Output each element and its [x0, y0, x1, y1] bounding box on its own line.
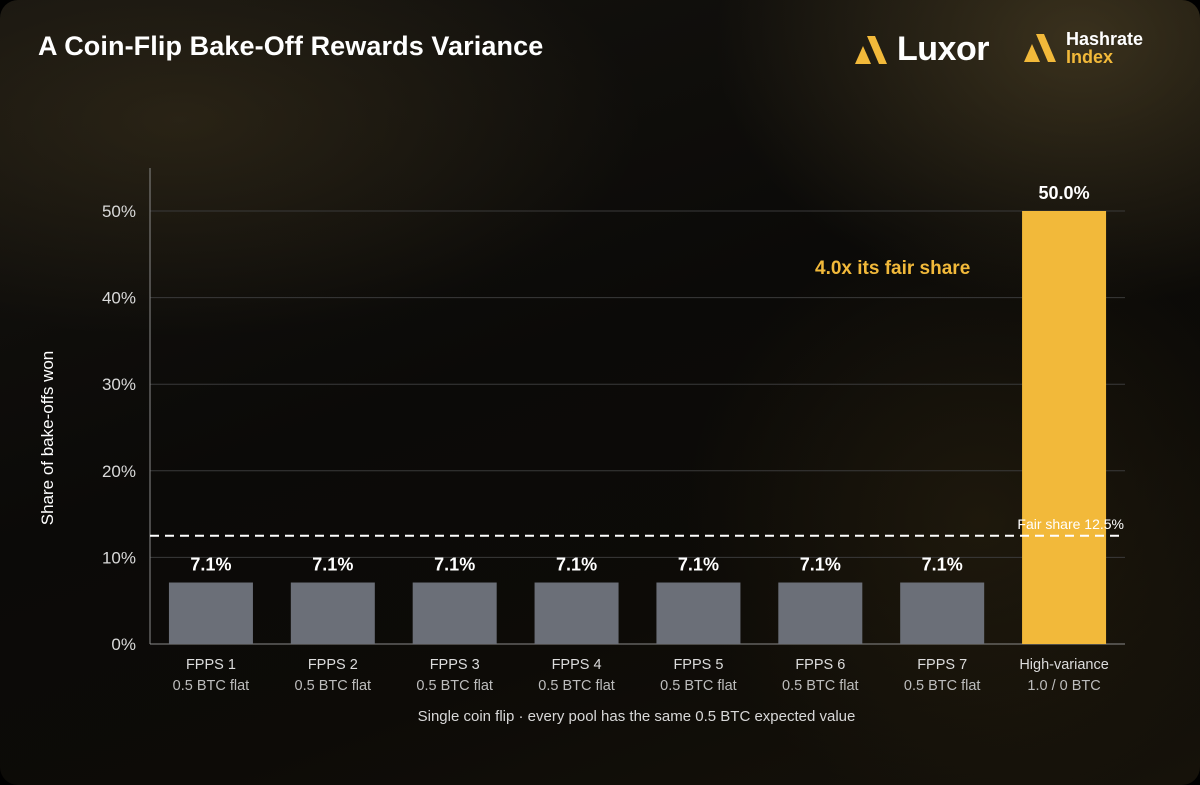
bar-value-label: 7.1%: [312, 555, 353, 575]
y-tick-label: 30%: [102, 375, 136, 394]
bar: [534, 582, 619, 644]
bar: [290, 582, 375, 644]
x-tick-label: FPPS 6: [795, 657, 845, 673]
bar: [412, 582, 497, 644]
hashrate-index-mark-icon: [1024, 34, 1056, 62]
chart-title: A Coin-Flip Bake-Off Rewards Variance: [38, 31, 544, 61]
hashrate-index-line1: Hashrate: [1066, 29, 1144, 49]
x-tick-sublabel: 0.5 BTC flat: [416, 678, 493, 694]
y-tick-label: 50%: [102, 202, 136, 221]
x-tick-label: FPPS 2: [308, 657, 358, 673]
x-tick-label: FPPS 4: [552, 657, 602, 673]
luxor-mark-icon: [855, 35, 887, 64]
hashrate-index-wordmark: Hashrate Index: [1066, 30, 1143, 66]
bar-value-label: 7.1%: [800, 555, 841, 575]
x-tick-label: FPPS 3: [430, 657, 480, 673]
bar: [656, 582, 741, 644]
bar-value-label: 7.1%: [556, 555, 597, 575]
x-tick-sublabel: 0.5 BTC flat: [904, 678, 981, 694]
y-tick-label: 10%: [102, 548, 136, 567]
bar-value-label: 7.1%: [434, 555, 475, 575]
x-tick-label: FPPS 7: [917, 657, 967, 673]
bar-value-label: 7.1%: [190, 555, 231, 575]
x-tick-sublabel: 0.5 BTC flat: [295, 678, 372, 694]
x-tick-label: FPPS 5: [673, 657, 723, 673]
variance-annotation: 4.0x its fair share: [815, 258, 971, 279]
x-tick-sublabel: 1.0 / 0 BTC: [1027, 678, 1100, 694]
y-tick-label: 20%: [102, 462, 136, 481]
y-tick-label: 40%: [102, 289, 136, 308]
bar-value-label: 7.1%: [922, 555, 963, 575]
bar: [168, 582, 253, 644]
x-tick-sublabel: 0.5 BTC flat: [660, 678, 737, 694]
bar: [778, 582, 863, 644]
x-tick-label: High-variance: [1019, 657, 1108, 673]
bar: [1022, 211, 1107, 644]
chart-subtitle: Single coin flip · every pool has the sa…: [417, 708, 856, 725]
fair-share-label: Fair share 12.5%: [1017, 516, 1124, 532]
luxor-logo: Luxor: [853, 30, 989, 69]
x-tick-sublabel: 0.5 BTC flat: [538, 678, 615, 694]
bar-value-label: 50.0%: [1039, 183, 1090, 203]
y-axis-label: Share of bake-offs won: [38, 350, 57, 526]
x-tick-label: FPPS 1: [186, 657, 236, 673]
x-tick-sublabel: 0.5 BTC flat: [173, 678, 250, 694]
hashrate-index-logo: Hashrate Index: [1022, 30, 1143, 66]
bar-value-label: 7.1%: [678, 555, 719, 575]
hashrate-index-line2: Index: [1066, 47, 1114, 67]
bar: [900, 582, 985, 644]
y-tick-label: 0%: [111, 635, 136, 654]
x-tick-sublabel: 0.5 BTC flat: [782, 678, 859, 694]
luxor-wordmark: Luxor: [897, 30, 989, 68]
